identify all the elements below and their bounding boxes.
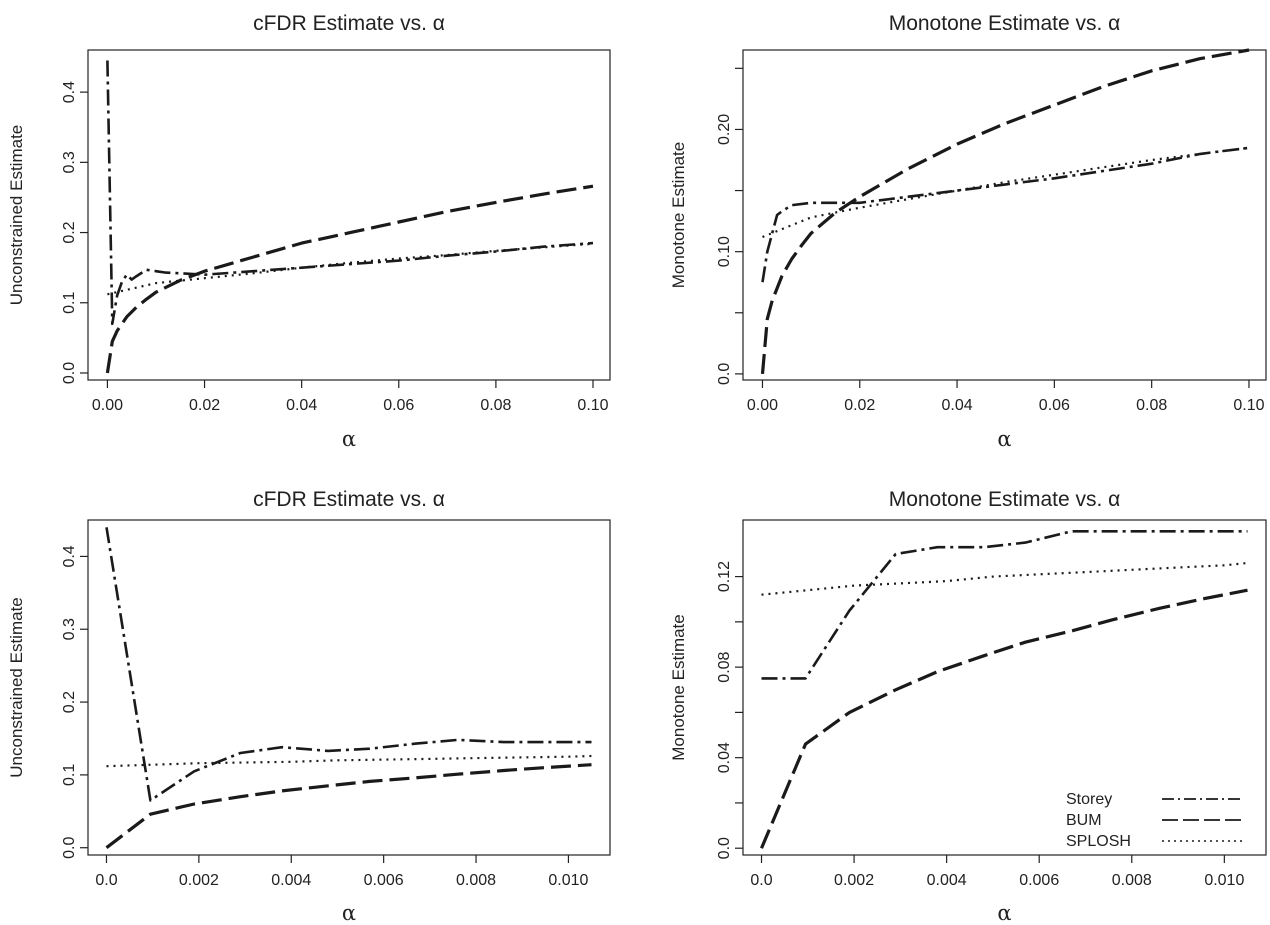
y-tick-label: 0.2 bbox=[61, 691, 78, 713]
plot-frame bbox=[87, 49, 611, 381]
x-tick-label: 0.0 bbox=[750, 872, 772, 889]
y-tick-label: 0.10 bbox=[716, 236, 733, 267]
x-tick-label: 0.08 bbox=[480, 397, 511, 414]
series-line-splosh bbox=[761, 561, 1248, 596]
series-line-storey bbox=[761, 529, 1248, 680]
x-axis-label: α bbox=[997, 901, 1011, 925]
x-tick-label: 0.10 bbox=[577, 397, 608, 414]
y-tick-label: 0.1 bbox=[61, 292, 78, 314]
chart-title: cFDR Estimate vs. α bbox=[253, 12, 445, 35]
chart-title: Monotone Estimate vs. α bbox=[889, 12, 1121, 35]
y-axis-label: Monotone Estimate bbox=[669, 142, 688, 288]
x-tick-label: 0.10 bbox=[1233, 397, 1264, 414]
y-tick-label: 0.4 bbox=[61, 81, 78, 103]
x-tick-label: 0.00 bbox=[747, 397, 778, 414]
legend-label-storey: Storey bbox=[1066, 791, 1112, 808]
y-tick-label: 0.12 bbox=[716, 561, 733, 592]
x-tick-label: 0.00 bbox=[92, 397, 123, 414]
y-tick-label: 0.3 bbox=[61, 151, 78, 173]
y-tick-label: 0.08 bbox=[716, 651, 733, 682]
y-tick-label: 0.4 bbox=[61, 545, 78, 567]
panel-top-right: Monotone Estimate vs. α 0.00 0.02 0.04 0.06 0… bbox=[669, 12, 1267, 451]
panel-bottom-right: Monotone Estimate vs. α0.0 0.002 0.004 0.00… bbox=[669, 488, 1267, 925]
y-axis-label: Monotone Estimate bbox=[669, 614, 688, 760]
x-axis-label: α bbox=[342, 427, 356, 451]
x-tick-label: 0.04 bbox=[941, 397, 972, 414]
series-line-storey bbox=[106, 60, 594, 326]
x-tick-label: 0.006 bbox=[1019, 872, 1059, 889]
legend-label-bum: BUM bbox=[1066, 812, 1102, 829]
x-tick-label: 0.06 bbox=[1039, 397, 1070, 414]
y-tick-label: 0.0 bbox=[716, 837, 733, 859]
panel-bottom-left: cFDR Estimate vs. α 0.0 0.002 0.004 0.006 0.0… bbox=[7, 488, 611, 925]
series-line-bum bbox=[760, 48, 1250, 375]
series-line-splosh bbox=[762, 146, 1250, 239]
y-tick-label: 0.3 bbox=[61, 618, 78, 640]
plot-frame bbox=[742, 49, 1267, 381]
x-tick-label: 0.006 bbox=[364, 872, 404, 889]
series-line-splosh bbox=[106, 754, 592, 768]
series-line-storey bbox=[105, 527, 592, 802]
plot-frame bbox=[87, 519, 611, 856]
x-tick-label: 0.02 bbox=[189, 397, 220, 414]
x-tick-label: 0.002 bbox=[179, 872, 219, 889]
y-axis-label: Unconstrained Estimate bbox=[7, 597, 26, 777]
x-axis-label: α bbox=[342, 901, 356, 925]
series-line-splosh bbox=[107, 242, 594, 296]
series-line-storey bbox=[761, 146, 1250, 283]
y-tick-label: 0.20 bbox=[716, 114, 733, 145]
x-tick-label: 0.04 bbox=[286, 397, 317, 414]
chart-title: cFDR Estimate vs. α bbox=[253, 488, 445, 511]
x-tick-label: 0.06 bbox=[383, 397, 414, 414]
series-line-bum bbox=[105, 184, 594, 374]
x-tick-label: 0.0 bbox=[95, 872, 117, 889]
x-tick-label: 0.010 bbox=[1204, 872, 1244, 889]
y-tick-label: 0.04 bbox=[716, 742, 733, 773]
y-tick-label: 0.0 bbox=[61, 836, 78, 858]
x-tick-label: 0.08 bbox=[1136, 397, 1167, 414]
x-tick-label: 0.004 bbox=[271, 872, 311, 889]
chart-title: Monotone Estimate vs. α bbox=[889, 488, 1121, 511]
legend-label-splosh: SPLOSH bbox=[1066, 833, 1131, 850]
x-tick-label: 0.004 bbox=[927, 872, 967, 889]
y-tick-label: 0.1 bbox=[61, 764, 78, 786]
x-axis-label: α bbox=[997, 427, 1011, 451]
x-tick-label: 0.002 bbox=[834, 872, 874, 889]
series-line-bum bbox=[105, 763, 592, 849]
x-tick-label: 0.008 bbox=[456, 872, 496, 889]
y-axis-label: Unconstrained Estimate bbox=[7, 125, 26, 305]
y-tick-label: 0.0 bbox=[716, 363, 733, 385]
x-tick-label: 0.008 bbox=[1112, 872, 1152, 889]
x-tick-label: 0.02 bbox=[844, 397, 875, 414]
series-line-bum bbox=[760, 588, 1248, 849]
y-tick-label: 0.2 bbox=[61, 221, 78, 243]
plot-frame bbox=[742, 519, 1267, 856]
y-tick-label: 0.0 bbox=[61, 362, 78, 384]
panel-top-left: cFDR Estimate vs. α 0.00 0.02 0.04 0.06 0.08 0… bbox=[7, 12, 611, 451]
x-tick-label: 0.010 bbox=[548, 872, 588, 889]
